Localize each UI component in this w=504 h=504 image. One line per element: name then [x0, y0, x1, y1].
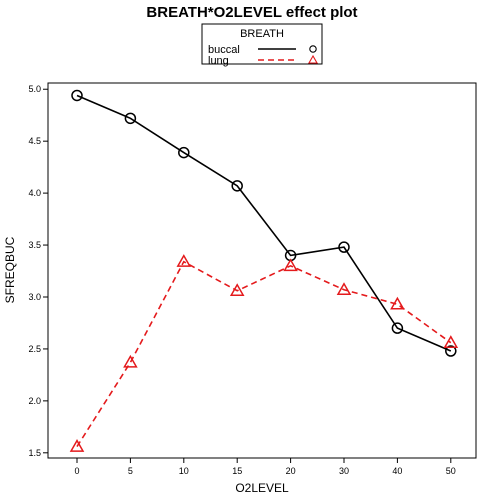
x-axis: 0 5 10 15 20 30 40 50 — [74, 458, 456, 476]
data-point-buccal — [71, 89, 83, 102]
y-tick-label: 4.5 — [28, 136, 41, 146]
data-point-buccal — [338, 241, 350, 253]
legend-marker-buccal — [309, 45, 317, 53]
y-axis-label: SFREQBUC — [3, 236, 17, 303]
series-layer — [69, 89, 459, 452]
data-point-lung — [229, 283, 245, 297]
data-point-lung — [443, 335, 459, 348]
data-point-lung — [123, 354, 138, 368]
legend-title: BREATH — [240, 28, 284, 40]
y-axis: 1.5 2.0 2.5 3.0 3.5 4.0 4.5 5.0 — [28, 84, 48, 458]
data-point-lung — [283, 258, 298, 272]
x-tick-label: 5 — [128, 466, 133, 476]
x-tick-label: 10 — [179, 466, 189, 476]
y-tick-label: 2.0 — [28, 396, 41, 406]
y-tick-label: 4.0 — [28, 188, 41, 198]
y-tick-label: 2.5 — [28, 344, 41, 354]
x-tick-label: 40 — [392, 466, 402, 476]
x-tick-label: 30 — [339, 466, 349, 476]
legend-marker-lung — [308, 54, 318, 64]
chart-title: BREATH*O2LEVEL effect plot — [146, 4, 357, 21]
data-point-lung — [390, 296, 405, 310]
data-point-lung — [69, 439, 85, 452]
data-point-buccal — [124, 112, 137, 125]
y-tick-label: 1.5 — [28, 448, 41, 458]
x-axis-label: O2LEVEL — [235, 481, 289, 495]
data-point-lung — [176, 254, 192, 267]
legend-label-lung: lung — [208, 55, 229, 67]
x-tick-label: 50 — [446, 466, 456, 476]
data-point-buccal — [445, 345, 457, 357]
data-point-buccal — [391, 322, 404, 334]
data-point-buccal — [231, 180, 243, 192]
y-tick-label: 5.0 — [28, 84, 41, 94]
y-tick-label: 3.5 — [28, 240, 41, 250]
series-line-lung — [76, 260, 452, 448]
plot-frame — [47, 82, 477, 459]
legend-label-buccal: buccal — [208, 44, 240, 56]
x-tick-label: 0 — [74, 466, 79, 476]
x-tick-label: 20 — [286, 466, 296, 476]
legend-box — [201, 23, 323, 65]
data-point-buccal — [178, 146, 190, 159]
series-line-buccal — [76, 94, 452, 352]
data-point-lung — [336, 282, 352, 295]
x-tick-label: 15 — [232, 466, 242, 476]
y-tick-label: 3.0 — [28, 292, 41, 302]
